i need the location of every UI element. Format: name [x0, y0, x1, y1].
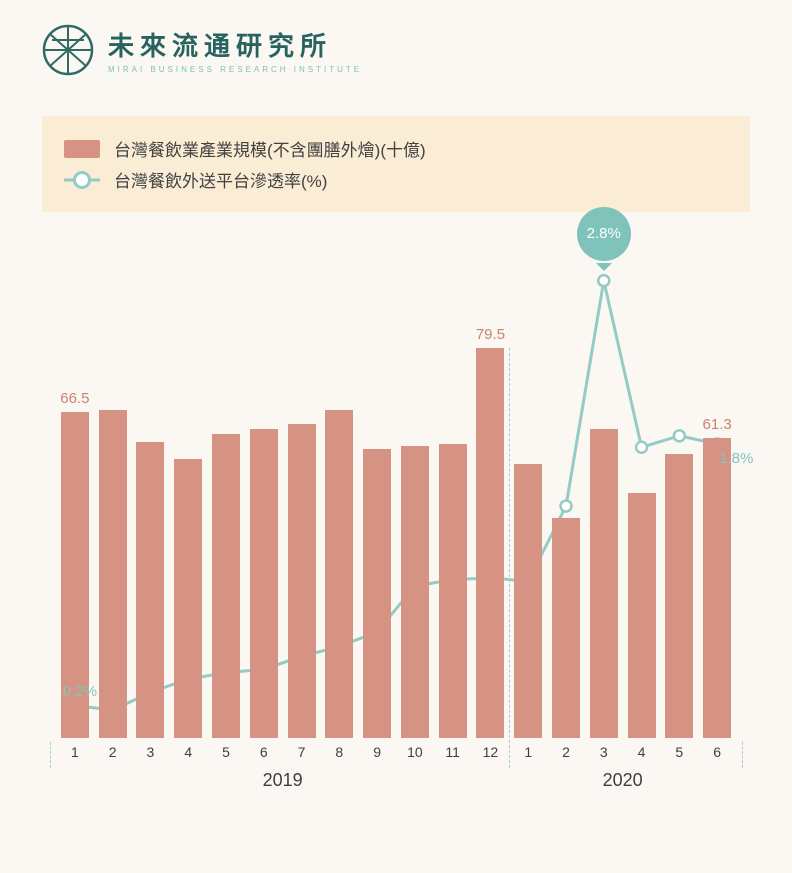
x-tick: 6 — [260, 744, 268, 760]
x-tick: 5 — [675, 744, 683, 760]
bar — [288, 424, 316, 738]
x-tick: 4 — [184, 744, 192, 760]
x-tick: 8 — [335, 744, 343, 760]
bar-value-label: 79.5 — [476, 326, 505, 343]
bar — [628, 493, 656, 738]
peak-callout: 2.8% — [577, 207, 631, 261]
bar — [476, 348, 504, 738]
brand-logo-icon — [42, 24, 94, 76]
legend-item-line: 台灣餐飲外送平台滲透率(%) — [64, 167, 728, 192]
x-tick: 2 — [562, 744, 570, 760]
plot-area: 66.579.561.32.8%0.2%1.8%1234567891011121… — [42, 248, 750, 738]
bar — [514, 464, 542, 738]
legend-item-bar: 台灣餐飲業產業規模(不含團膳外燴)(十億) — [64, 136, 728, 161]
year-divider — [50, 742, 51, 768]
header: 未來流通研究所 MIRAI BUSINESS RESEARCH INSTITUT… — [0, 0, 792, 76]
bar-value-label: 61.3 — [703, 416, 732, 433]
bar — [136, 442, 164, 738]
bar — [552, 518, 580, 739]
bar — [665, 454, 693, 738]
line-end-label: 1.8% — [719, 450, 753, 467]
bar — [703, 438, 731, 738]
x-tick: 12 — [483, 744, 499, 760]
legend: 台灣餐飲業產業規模(不含團膳外燴)(十億) 台灣餐飲外送平台滲透率(%) — [42, 116, 750, 212]
x-tick: 11 — [445, 744, 460, 760]
brand-name-en: MIRAI BUSINESS RESEARCH INSTITUTE — [108, 65, 362, 74]
bar-swatch-icon — [64, 140, 100, 158]
x-tick: 1 — [71, 744, 79, 760]
brand-name-cn: 未來流通研究所 — [108, 26, 362, 63]
chart: 66.579.561.32.8%0.2%1.8%1234567891011121… — [42, 248, 750, 808]
x-tick: 10 — [407, 744, 423, 760]
bar — [250, 429, 278, 738]
year-label: 2020 — [603, 770, 643, 791]
year-label: 2019 — [263, 770, 303, 791]
line-swatch-icon — [64, 171, 100, 189]
x-tick: 5 — [222, 744, 230, 760]
year-divider — [509, 348, 510, 768]
legend-line-label: 台灣餐飲外送平台滲透率(%) — [114, 167, 327, 192]
bar — [325, 410, 353, 738]
x-tick: 6 — [713, 744, 721, 760]
x-tick: 2 — [109, 744, 117, 760]
x-tick: 3 — [600, 744, 608, 760]
bar — [590, 429, 618, 738]
line-start-label: 0.2% — [63, 683, 97, 700]
x-tick: 1 — [524, 744, 532, 760]
legend-bar-label: 台灣餐飲業產業規模(不含團膳外燴)(十億) — [114, 136, 426, 161]
bar — [401, 446, 429, 738]
x-tick: 9 — [373, 744, 381, 760]
bar — [363, 449, 391, 738]
bar — [439, 444, 467, 738]
year-divider — [742, 742, 743, 768]
x-tick: 4 — [638, 744, 646, 760]
brand-text: 未來流通研究所 MIRAI BUSINESS RESEARCH INSTITUT… — [108, 26, 362, 74]
x-tick: 3 — [147, 744, 155, 760]
bar — [99, 410, 127, 738]
x-tick: 7 — [298, 744, 306, 760]
bar — [212, 434, 240, 738]
bar-value-label: 66.5 — [60, 390, 89, 407]
bar — [174, 459, 202, 738]
